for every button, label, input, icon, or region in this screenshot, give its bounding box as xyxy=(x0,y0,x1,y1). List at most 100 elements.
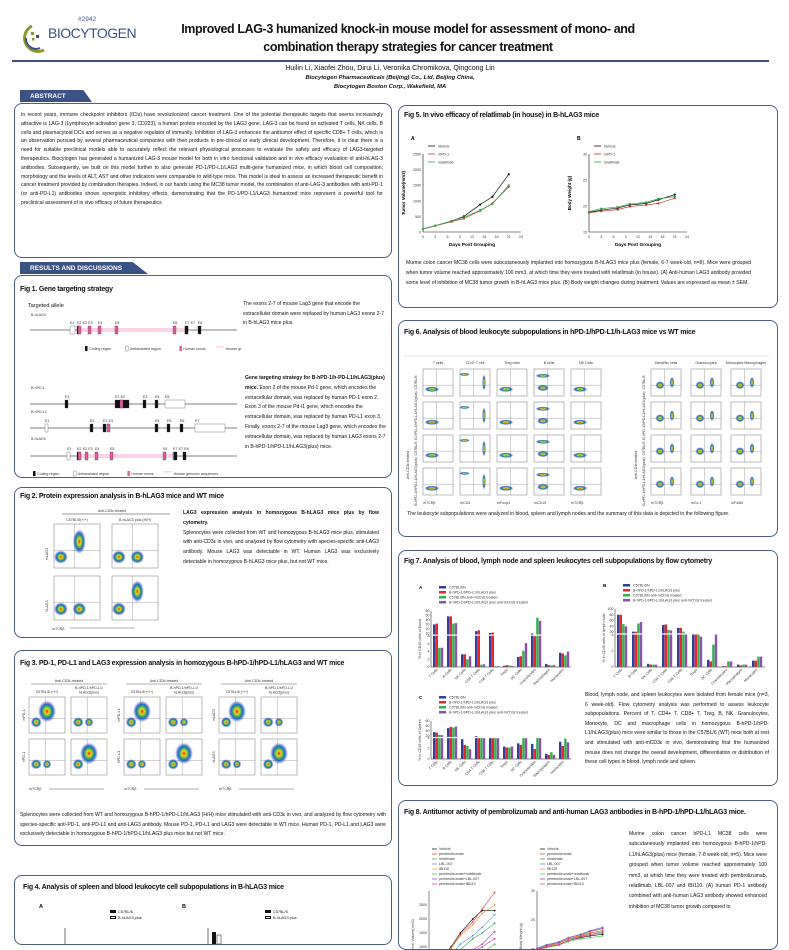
y-tick-label: 4 xyxy=(428,650,430,654)
row-label: mLAG3 xyxy=(45,548,49,560)
x-tick-label: 3 xyxy=(434,235,436,239)
exon xyxy=(64,399,69,409)
y-tick-label: 2 xyxy=(428,657,430,661)
data-point xyxy=(507,173,510,176)
treatment-label: Anti-CD3ε-treated xyxy=(55,679,84,683)
exon xyxy=(154,399,159,409)
bar xyxy=(662,624,665,667)
x-axis-label: Days Post Grouping xyxy=(449,242,495,248)
fig2-text: LAG3 expression analysis in homozygous B… xyxy=(183,509,379,568)
exon xyxy=(142,399,147,409)
poster-title: Improved LAG-3 humanized knock-in mouse … xyxy=(181,22,635,54)
bar xyxy=(622,624,625,667)
row-label: B-hPD-1/hPD-L1/hLAG3(plus) xyxy=(414,391,418,439)
bar xyxy=(617,614,620,667)
cell-population xyxy=(459,405,470,410)
data-point xyxy=(557,943,560,946)
flow-plot-frame xyxy=(730,401,762,430)
cell-population xyxy=(228,700,246,723)
y-tick-label: 0 xyxy=(428,757,430,761)
x-tick-label: NK Cells xyxy=(454,760,467,773)
bar xyxy=(468,656,472,667)
panel-label: A xyxy=(411,136,415,142)
exon-label: E2 xyxy=(77,321,81,325)
x-tick-label: 15 xyxy=(482,235,486,239)
x-tick-label: CD8 T Cells xyxy=(478,760,495,777)
legend-swatch xyxy=(127,471,130,476)
bar xyxy=(545,753,548,759)
cell-population xyxy=(482,440,486,457)
bar xyxy=(712,644,715,667)
exon-label: E6 xyxy=(173,321,177,325)
column-label: Granulocytes xyxy=(695,361,716,365)
bar xyxy=(684,633,688,667)
bar xyxy=(637,623,640,667)
fig8-text: Murine colon cancer hPD-L1 MC38 cells we… xyxy=(629,831,767,910)
row-label: mPD-L1 xyxy=(117,708,121,721)
exon xyxy=(89,423,94,433)
y-tick-label: 30 xyxy=(531,889,535,893)
exon-label: E3 xyxy=(88,321,92,325)
bar xyxy=(667,629,670,667)
y-tick-label: 2000 xyxy=(419,917,427,921)
cell-population xyxy=(133,700,151,723)
bar xyxy=(714,633,718,667)
column-label: B cells xyxy=(544,361,555,365)
cell-population xyxy=(735,480,745,489)
fig2-flow-plots: Anti-CD3ε-treated C57BL/6(+/+) B-hLAG3 plu… xyxy=(45,509,170,631)
cell-population xyxy=(220,759,232,770)
data-point xyxy=(673,197,676,200)
fig3-text: Splenocytes were collected from WT and h… xyxy=(20,812,386,837)
flow-plot-frame xyxy=(165,696,203,734)
exon xyxy=(44,423,49,433)
legend-label: B-hPD-1/hPD-L1/hLAG3 plus anti-mCD3ε tre… xyxy=(449,711,528,715)
legend-label: B-hPD-1/hPD-L1/hLAG3 plus xyxy=(449,701,496,705)
bar xyxy=(482,664,486,667)
x-tick-label: 12 xyxy=(636,235,640,239)
y-tick-label: 20 xyxy=(583,205,587,209)
exon-label: E7 xyxy=(185,321,189,325)
exon xyxy=(84,451,89,461)
fig4-charts-partial xyxy=(64,928,222,944)
exon xyxy=(173,451,178,461)
flow-plot-frame xyxy=(570,401,602,430)
cell-population xyxy=(749,476,755,487)
bar xyxy=(727,661,730,667)
y-tick-label: 80 xyxy=(426,719,430,723)
exon-label: E7 xyxy=(179,447,183,451)
bar xyxy=(519,744,522,759)
panel-label: A xyxy=(419,585,423,590)
y-axis-label: % in CD45 cells of lymph node xyxy=(602,614,606,663)
cell-population xyxy=(54,602,68,616)
data-point xyxy=(481,912,484,915)
bar xyxy=(536,736,539,759)
data-point xyxy=(471,920,474,923)
y-tick-label: 80 xyxy=(610,613,614,617)
x-tick-label: 21 xyxy=(673,235,677,239)
treatment-label: Anti-CD3ε-treated xyxy=(98,509,127,513)
exon-label: E8 xyxy=(198,321,202,325)
exon-label: E6 xyxy=(180,419,184,423)
data-point xyxy=(589,936,592,939)
exon-label: E3 xyxy=(88,447,92,451)
bar xyxy=(632,631,635,667)
legend-label: B-hPD-1/hPD-L1/hLAG3 plus anti-mCD3ε tre… xyxy=(633,599,712,603)
y-tick-label: 40 xyxy=(610,624,614,628)
fig1-title: Fig 1. Gene targeting strategy xyxy=(20,286,113,293)
x-axis-label: mCD19 xyxy=(534,501,546,505)
bar xyxy=(624,626,628,667)
data-point xyxy=(481,932,484,934)
exon-label: E5 xyxy=(165,395,169,399)
exon-label: E2 xyxy=(90,419,94,423)
bar xyxy=(466,745,469,759)
bar xyxy=(517,656,520,667)
exon-label: E1 xyxy=(45,419,49,423)
bar xyxy=(508,747,511,759)
cell-population xyxy=(424,419,440,425)
bar xyxy=(503,746,506,759)
bar xyxy=(449,616,452,667)
x-axis-label: mGr-1 xyxy=(691,501,701,505)
column-label: C57BL/6(+/+) xyxy=(66,518,88,522)
legend-label: Human exons xyxy=(183,347,205,351)
